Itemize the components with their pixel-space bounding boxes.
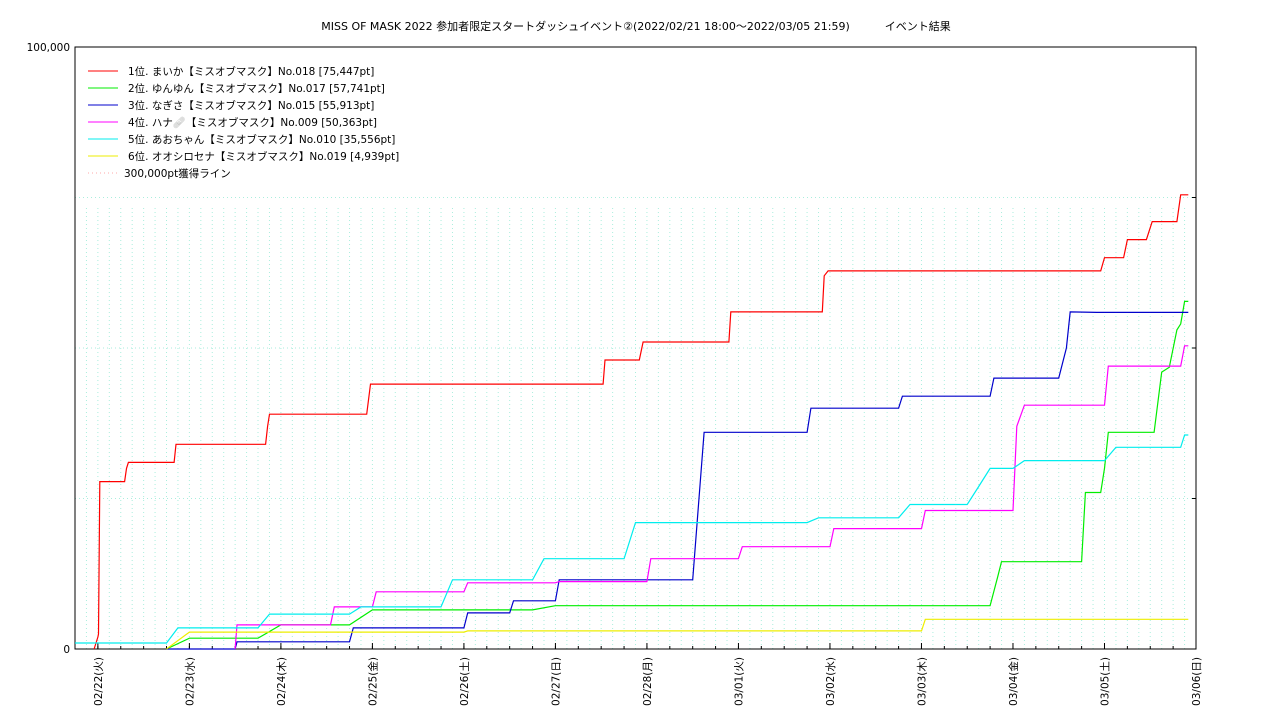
legend-label-1: 1位. まいか【ミスオブマスク】No.018 [75,447pt] xyxy=(128,65,374,78)
series-line-2 xyxy=(166,300,1189,650)
x-tick-label: 02/26(土) xyxy=(458,657,471,706)
x-tick-label: 02/28(月) xyxy=(642,657,654,706)
grid-layer xyxy=(75,197,1196,649)
tick-layer: 0 100,000 02/22(火) 02/23(水) 02/24(木) 02/25(金)… xyxy=(27,42,1203,706)
x-tick-label: 02/23(水) xyxy=(184,657,196,706)
legend-label-5: 5位. あおちゃん【ミスオブマスク】No.010 [35,556pt] xyxy=(128,133,395,146)
x-tick-label: 03/04(金) xyxy=(1007,657,1020,706)
x-tick-label: 03/06(日) xyxy=(1191,657,1203,706)
x-tick-label: 02/24(木) xyxy=(276,657,288,706)
x-tick-label: 02/22(火) xyxy=(93,657,105,706)
x-tick-label: 02/27(日) xyxy=(550,657,562,706)
legend-label-6: 6位. オオシロセナ【ミスオブマスク】No.019 [4,939pt] xyxy=(128,150,399,163)
x-tick-label: 03/05(土) xyxy=(1098,657,1111,706)
legend-label-3: 3位. なぎさ【ミスオブマスク】No.015 [55,913pt] xyxy=(128,99,374,112)
legend-label-2: 2位. ゆんゆん【ミスオブマスク】No.017 [57,741pt] xyxy=(128,82,385,95)
series-line-6 xyxy=(166,618,1189,650)
legend-label-7: 300,000pt獲得ライン xyxy=(124,167,231,180)
series-line-5 xyxy=(75,434,1189,644)
x-tick-label: 03/01(火) xyxy=(733,657,745,706)
series-line-3 xyxy=(166,311,1189,650)
series-line-1 xyxy=(93,194,1189,650)
x-tick-label: 03/02(水) xyxy=(825,657,837,706)
y-tick-label: 0 xyxy=(63,644,70,656)
series-line-4 xyxy=(234,345,1189,650)
legend-label-4: 4位. ハナ🩹【ミスオブマスク】No.009 [50,363pt] xyxy=(128,116,377,129)
x-tick-label: 02/25(金) xyxy=(366,657,379,706)
x-tick-label: 03/03(木) xyxy=(916,657,928,706)
legend: 1位. まいか【ミスオブマスク】No.018 [75,447pt] 2位. ゆんゆ… xyxy=(88,65,399,180)
chart-title: MISS OF MASK 2022 参加者限定スタートダッシュイベント②(202… xyxy=(321,20,951,33)
series-layer xyxy=(75,194,1189,650)
y-tick-label: 100,000 xyxy=(27,42,70,54)
